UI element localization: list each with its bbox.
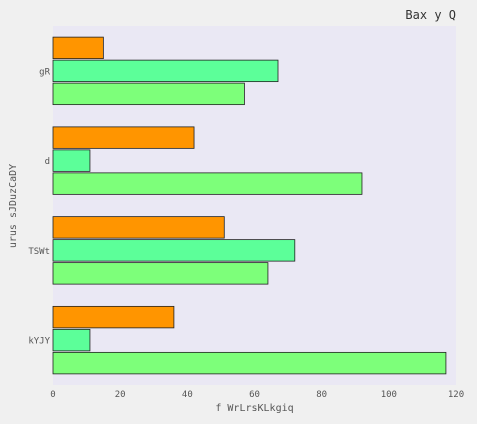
x-tick-label: 80 [316, 390, 327, 400]
chart-title: Bax y Q [405, 8, 456, 22]
bar-gR-series-1 [52, 36, 104, 60]
bars-group [52, 36, 447, 375]
x-tick-label: 120 [448, 390, 464, 400]
bar-d-series-1 [52, 126, 195, 149]
category-label: gR [39, 67, 50, 77]
bar-kYJY-series-2 [52, 328, 91, 352]
x-tick-label: 60 [249, 390, 260, 400]
category-label: TSWt [28, 247, 50, 257]
bar-d-series-2 [52, 149, 91, 172]
bar-TSWt-series-3 [52, 262, 269, 285]
bar-gR-series-3 [52, 82, 245, 106]
bar-gR-series-2 [52, 59, 279, 83]
bar-d-series-3 [52, 172, 363, 195]
bar-kYJY-series-1 [52, 305, 175, 329]
category-label: kYJY [28, 337, 50, 347]
bar-TSWt-series-2 [52, 239, 296, 262]
category-labels: gR d TSWt kYJY [28, 67, 50, 346]
x-tick-label: 40 [182, 390, 193, 400]
bar-TSWt-series-1 [52, 216, 225, 239]
y-axis-label: urus sJDuzCaDY [8, 164, 19, 248]
x-tick-label: 20 [115, 390, 126, 400]
x-axis-label: f WrLrsKLkgiq [215, 403, 293, 414]
category-label: d [45, 157, 50, 167]
bar-kYJY-series-3 [52, 351, 447, 375]
x-tick-label: 0 [50, 390, 55, 400]
x-tick-labels: 0 20 40 60 80 100 120 [50, 390, 464, 400]
x-tick-label: 100 [381, 390, 397, 400]
